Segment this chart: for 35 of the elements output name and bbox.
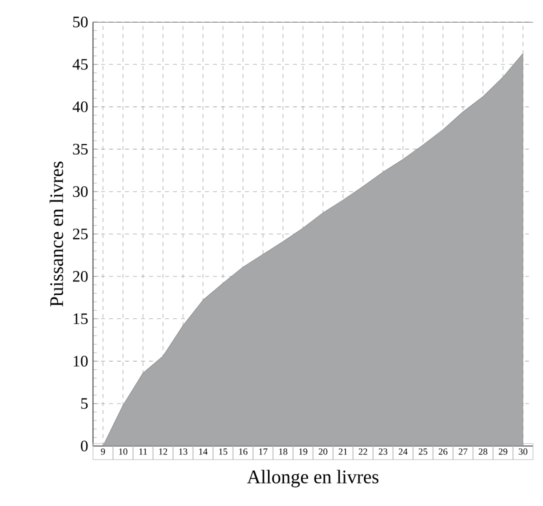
x-tick-label: 30 <box>518 448 528 455</box>
x-tick-label: 25 <box>418 448 428 455</box>
x-tick-label: 18 <box>279 448 288 455</box>
y-tick-label: 10 <box>74 356 88 367</box>
y-tick-label: 50 <box>73 16 88 28</box>
y-tick-label: 40 <box>72 101 88 112</box>
x-tick-label: 12 <box>159 448 168 455</box>
y-tick-label: 45 <box>72 59 88 70</box>
x-tick-label: 29 <box>498 448 508 455</box>
y-tick-label: 20 <box>73 270 88 282</box>
x-tick-label: 20 <box>318 448 328 455</box>
x-tick-label: 22 <box>358 448 368 455</box>
x-tick-label: 28 <box>478 448 488 455</box>
x-tick-label: 16 <box>239 448 248 455</box>
x-axis-title: Allonge en livres <box>247 470 378 488</box>
x-tick-label: 11 <box>139 448 147 455</box>
y-tick-label: 30 <box>73 186 88 197</box>
x-tick-label: 15 <box>219 448 228 455</box>
x-tick-label: 13 <box>179 448 188 455</box>
y-tick-label: 15 <box>74 313 88 324</box>
y-tick-label: 35 <box>73 144 88 155</box>
x-tick-label: 24 <box>398 448 408 455</box>
x-tick-label: 27 <box>458 448 468 455</box>
x-tick-label: 9 <box>100 448 105 455</box>
y-tick-label: 5 <box>81 398 88 409</box>
x-tick-label: 21 <box>338 448 348 455</box>
x-tick-label: 14 <box>199 448 208 455</box>
x-tick-label: 23 <box>378 448 388 455</box>
x-tick-label: 26 <box>438 448 448 455</box>
x-tick-label: 19 <box>299 448 308 455</box>
x-tick-label: 17 <box>259 448 268 455</box>
x-tick-label: 10 <box>119 448 128 455</box>
y-axis-title: Puissance en livres <box>50 162 64 306</box>
y-tick-label: 0 <box>80 440 88 452</box>
y-tick-label: 25 <box>73 228 88 240</box>
